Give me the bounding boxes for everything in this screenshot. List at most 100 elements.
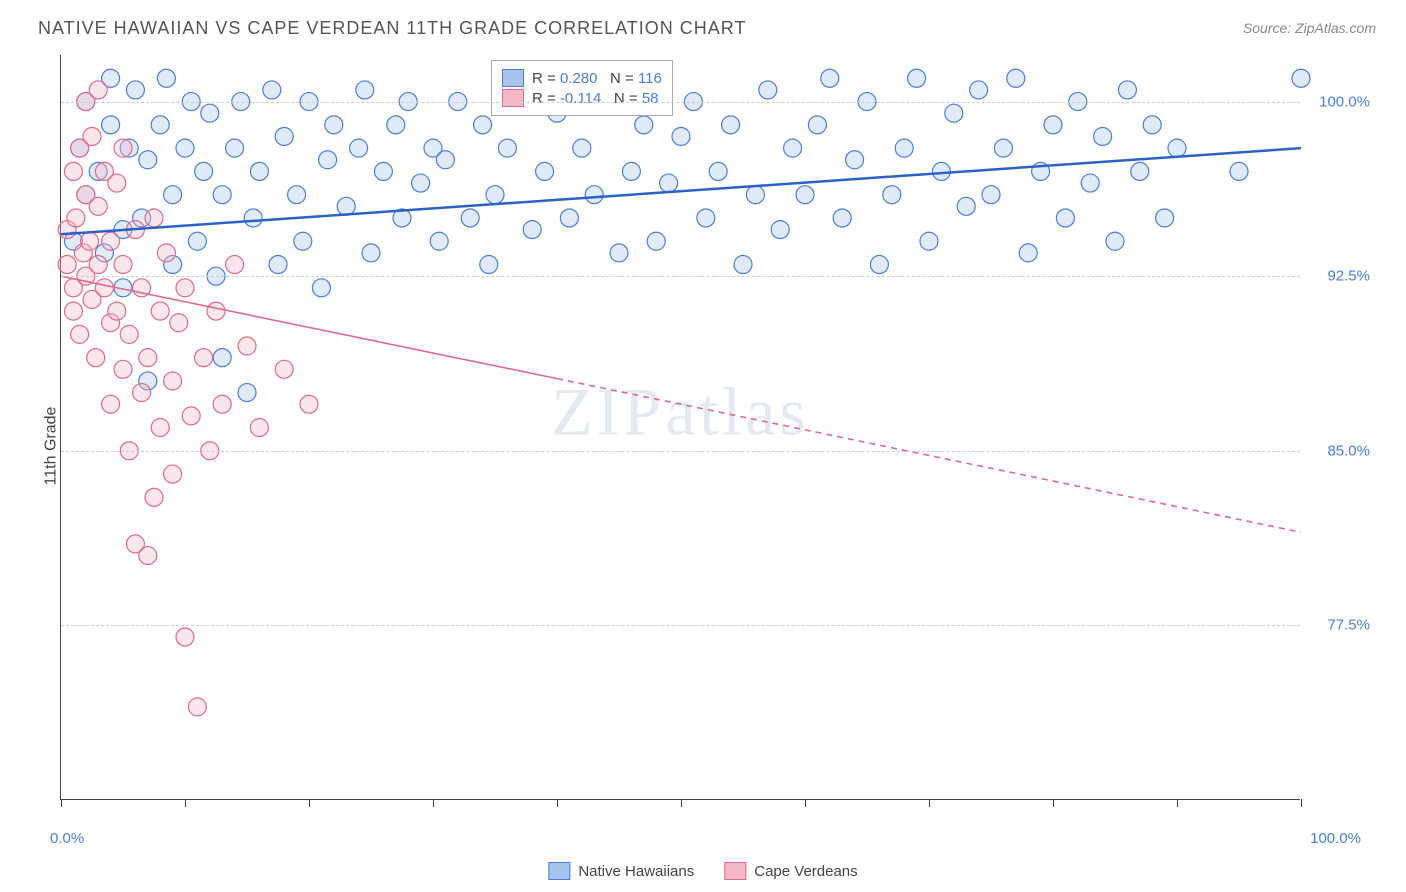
legend-swatch: [502, 89, 524, 107]
legend-swatch: [724, 862, 746, 880]
x-tick: [681, 799, 682, 807]
legend-label: Cape Verdeans: [754, 863, 857, 880]
data-point: [195, 162, 213, 180]
data-point: [133, 384, 151, 402]
data-point: [870, 256, 888, 274]
data-point: [226, 139, 244, 157]
data-point: [585, 186, 603, 204]
gridline: [61, 276, 1300, 277]
data-point: [957, 197, 975, 215]
data-point: [87, 349, 105, 367]
data-point: [356, 81, 374, 99]
data-point: [244, 209, 262, 227]
data-point: [58, 256, 76, 274]
data-point: [374, 162, 392, 180]
data-point: [176, 139, 194, 157]
data-point: [486, 186, 504, 204]
data-point: [350, 139, 368, 157]
data-point: [151, 419, 169, 437]
plot-area: ZIPatlas R = 0.280 N = 116R = -0.114 N =…: [60, 55, 1300, 800]
data-point: [213, 186, 231, 204]
data-point: [170, 314, 188, 332]
y-axis-label: 11th Grade: [42, 407, 60, 486]
y-tick-label: 85.0%: [1327, 442, 1370, 459]
data-point: [238, 384, 256, 402]
data-point: [982, 186, 1000, 204]
data-point: [213, 349, 231, 367]
data-point: [312, 279, 330, 297]
y-tick-label: 100.0%: [1319, 93, 1370, 110]
data-point: [672, 127, 690, 145]
x-tick: [805, 799, 806, 807]
data-point: [126, 81, 144, 99]
data-point: [71, 325, 89, 343]
data-point: [759, 81, 777, 99]
data-point: [188, 232, 206, 250]
data-point: [846, 151, 864, 169]
x-tick: [61, 799, 62, 807]
data-point: [164, 186, 182, 204]
data-point: [207, 302, 225, 320]
data-point: [120, 325, 138, 343]
data-point: [1019, 244, 1037, 262]
data-point: [734, 256, 752, 274]
data-point: [114, 360, 132, 378]
legend-row: R = 0.280 N = 116: [502, 69, 662, 87]
chart-title: NATIVE HAWAIIAN VS CAPE VERDEAN 11TH GRA…: [38, 18, 746, 39]
data-point: [1007, 69, 1025, 87]
data-point: [1230, 162, 1248, 180]
data-point: [994, 139, 1012, 157]
gridline: [61, 451, 1300, 452]
data-point: [269, 256, 287, 274]
data-point: [1131, 162, 1149, 180]
legend-text: R = 0.280 N = 116: [532, 70, 662, 87]
data-point: [108, 174, 126, 192]
legend-bottom-item: Native Hawaiians: [548, 862, 694, 880]
data-point: [64, 302, 82, 320]
legend-bottom: Native Hawaiians Cape Verdeans: [548, 862, 857, 880]
data-point: [325, 116, 343, 134]
data-point: [294, 232, 312, 250]
gridline: [61, 102, 1300, 103]
data-point: [1094, 127, 1112, 145]
data-point: [145, 209, 163, 227]
plot-svg: [61, 55, 1300, 799]
data-point: [176, 279, 194, 297]
data-point: [660, 174, 678, 192]
data-point: [1106, 232, 1124, 250]
data-point: [1156, 209, 1174, 227]
data-point: [114, 256, 132, 274]
data-point: [145, 488, 163, 506]
trend-line-dashed: [557, 379, 1301, 533]
data-point: [95, 279, 113, 297]
data-point: [362, 244, 380, 262]
data-point: [64, 162, 82, 180]
data-point: [195, 349, 213, 367]
data-point: [89, 81, 107, 99]
source-label: Source: ZipAtlas.com: [1243, 20, 1376, 36]
data-point: [201, 104, 219, 122]
data-point: [157, 244, 175, 262]
data-point: [139, 151, 157, 169]
data-point: [263, 81, 281, 99]
data-point: [635, 116, 653, 134]
data-point: [560, 209, 578, 227]
x-tick: [309, 799, 310, 807]
data-point: [920, 232, 938, 250]
legend-top: R = 0.280 N = 116 R = -0.114 N = 58: [491, 60, 673, 116]
data-point: [1056, 209, 1074, 227]
data-point: [337, 197, 355, 215]
data-point: [81, 232, 99, 250]
legend-text: R = -0.114 N = 58: [532, 90, 659, 107]
data-point: [250, 162, 268, 180]
data-point: [498, 139, 516, 157]
data-point: [784, 139, 802, 157]
x-tick: [1053, 799, 1054, 807]
data-point: [300, 395, 318, 413]
data-point: [945, 104, 963, 122]
legend-row: R = -0.114 N = 58: [502, 89, 662, 107]
x-tick: [557, 799, 558, 807]
data-point: [722, 116, 740, 134]
data-point: [647, 232, 665, 250]
gridline: [61, 625, 1300, 626]
